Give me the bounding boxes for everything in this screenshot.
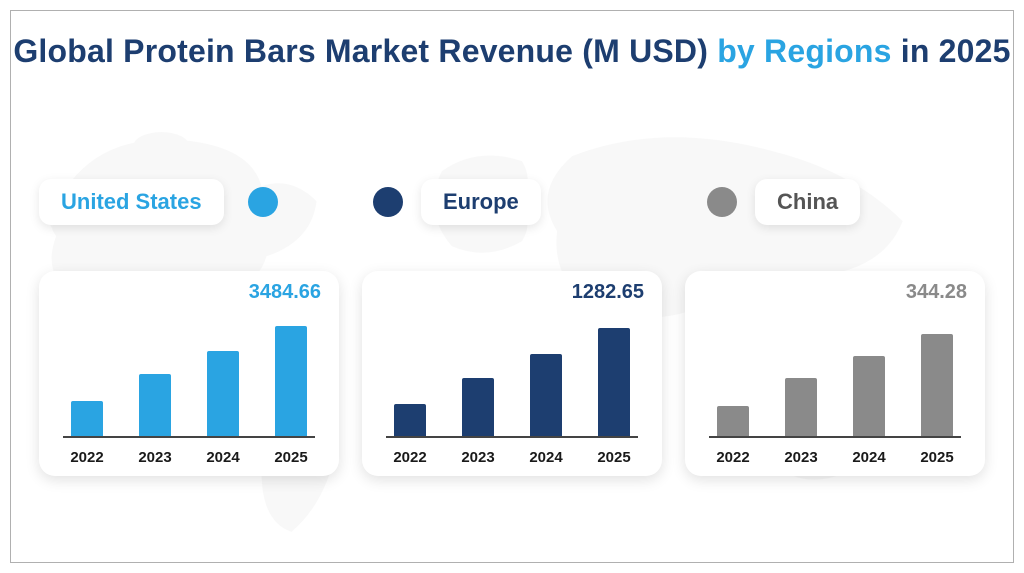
- bar: [598, 328, 630, 436]
- x-axis-label: 2025: [590, 449, 638, 466]
- bar-chart: [63, 318, 315, 438]
- x-axis-label: 2024: [522, 449, 570, 466]
- bar: [207, 351, 239, 436]
- chart-card-eu: 1282.65 2022 2023 2024 2025: [362, 271, 662, 476]
- x-axis-label: 2024: [199, 449, 247, 466]
- bar: [394, 404, 426, 436]
- bar: [275, 326, 307, 436]
- legend-dot-icon: [373, 187, 403, 217]
- bar-chart: [709, 318, 961, 438]
- bar: [853, 356, 885, 436]
- chart-callout-value: 1282.65: [572, 281, 644, 304]
- bar: [462, 378, 494, 436]
- bar: [139, 374, 171, 436]
- legend-eu: Europe: [373, 179, 541, 225]
- charts-row: 3484.6620222023202420251282.652022202320…: [11, 271, 1013, 476]
- legend-cn: China: [707, 179, 860, 225]
- bar: [921, 334, 953, 436]
- infographic-title: Global Protein Bars Market Revenue (M US…: [11, 11, 1013, 70]
- legend-pill-eu: Europe: [421, 179, 541, 225]
- legend-row: United States Europe China: [11, 179, 1013, 239]
- x-axis-label: 2022: [386, 449, 434, 466]
- legend-us: United States: [39, 179, 278, 225]
- chart-card-us: 3484.66 2022 2023 2024 2025: [39, 271, 339, 476]
- x-axis-label: 2023: [777, 449, 825, 466]
- chart-callout-value: 3484.66: [249, 281, 321, 304]
- x-axis-label: 2025: [913, 449, 961, 466]
- bar: [71, 401, 103, 436]
- x-axis-label: 2025: [267, 449, 315, 466]
- x-axis-label: 2024: [845, 449, 893, 466]
- title-part-b: by Regions: [717, 33, 891, 69]
- x-axis-labels: 2022 2023 2024 2025: [709, 449, 961, 466]
- infographic-frame: Global Protein Bars Market Revenue (M US…: [10, 10, 1014, 563]
- bar: [717, 406, 749, 436]
- x-axis-label: 2022: [709, 449, 757, 466]
- x-axis-labels: 2022 2023 2024 2025: [386, 449, 638, 466]
- title-part-c: in 2025: [892, 33, 1011, 69]
- x-axis-label: 2022: [63, 449, 111, 466]
- bar-chart: [386, 318, 638, 438]
- x-axis-labels: 2022 2023 2024 2025: [63, 449, 315, 466]
- chart-card-cn: 344.28 2022 2023 2024 2025: [685, 271, 985, 476]
- bar: [530, 354, 562, 436]
- x-axis-label: 2023: [454, 449, 502, 466]
- x-axis-label: 2023: [131, 449, 179, 466]
- bar: [785, 378, 817, 436]
- legend-pill-us: United States: [39, 179, 224, 225]
- legend-dot-icon: [248, 187, 278, 217]
- title-part-a: Global Protein Bars Market Revenue (M US…: [13, 33, 717, 69]
- legend-pill-cn: China: [755, 179, 860, 225]
- legend-dot-icon: [707, 187, 737, 217]
- chart-callout-value: 344.28: [906, 281, 967, 304]
